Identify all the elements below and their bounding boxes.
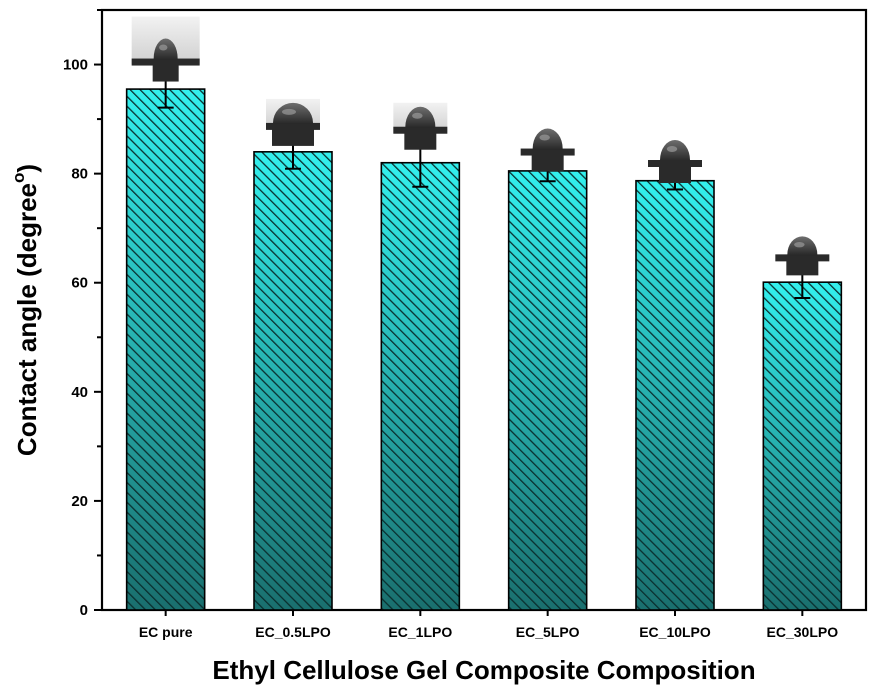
droplet-photo [648,140,702,183]
droplet-highlight [666,146,678,152]
droplet-photo [131,16,200,82]
bar-hatch [125,88,206,611]
plot-frame [100,8,868,612]
bar [507,170,588,611]
droplet-base-mask [531,149,564,172]
y-axis-title: Contact angle (degreeo) [9,164,42,456]
y-tick-label: 40 [71,384,88,401]
droplet-highlight [412,112,423,119]
x-tick-label: EC_30LPO [767,624,839,640]
droplet-highlight [282,108,296,115]
droplet-base-mask [152,59,179,82]
droplet-photo [266,98,320,146]
y-axis-title-sup: o [9,173,28,183]
bar-hatch [253,151,333,611]
droplet-highlight [159,44,168,51]
droplet-images-layer [131,16,830,276]
droplet-highlight [794,241,805,248]
x-tick-label: EC_1LPO [388,624,452,640]
bar-hatch [635,179,715,611]
droplet-base-mask [272,123,314,146]
x-tick-label: EC_0.5LPO [255,624,331,640]
bar [253,151,333,611]
y-axis: 0 20 40 60 80 100 [63,9,102,619]
bars-layer [125,88,843,611]
bar-hatch [380,161,461,611]
y-tick-label: 80 [71,166,88,183]
x-tick-label: EC_10LPO [639,624,711,640]
bar [762,281,843,611]
y-tick-label: 100 [63,57,88,74]
bar [635,179,715,611]
y-tick-label: 60 [71,275,88,292]
droplet-base-mask [404,127,437,150]
droplet-base-mask [659,161,691,183]
bar [125,88,206,611]
y-axis-title-main: Contact angle (degree [12,183,42,456]
y-axis-title-close: ) [12,164,42,173]
y-tick-label: 0 [80,602,88,619]
droplet-photo [393,102,448,150]
x-axis-title: Ethyl Cellulose Gel Composite Compositio… [212,655,755,685]
droplet-photo [775,236,830,276]
bar-hatch [507,170,588,611]
x-tick-label: EC_5LPO [516,624,580,640]
x-axis: EC pure EC_0.5LPO EC_1LPO EC_5LPO EC_10LPO EC… [139,610,838,640]
bar-hatch [762,281,843,611]
droplet-highlight [539,134,550,141]
droplet-base-mask [786,255,819,276]
y-tick-label: 20 [71,493,88,510]
bar [380,161,461,611]
droplet-photo [520,128,575,172]
x-tick-label: EC pure [139,624,193,640]
